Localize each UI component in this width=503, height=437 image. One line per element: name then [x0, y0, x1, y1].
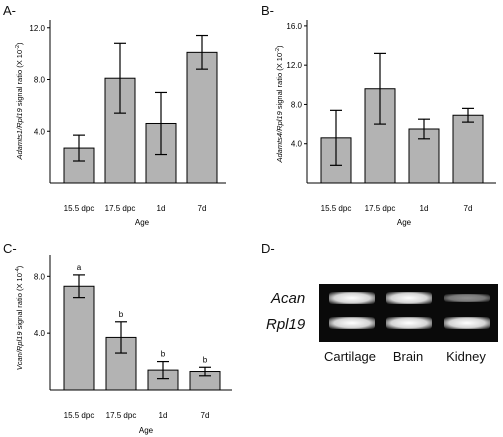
gel-band-acan-kidney — [444, 294, 490, 302]
chart-a-ytick-label: 12.0 — [29, 24, 45, 33]
gel-lane-label-cartilage: Cartilage — [323, 349, 377, 364]
chart-b-ytick-label: 16.0 — [286, 22, 302, 31]
chart-b-category-label: 7d — [464, 204, 473, 213]
gel-band-acan-cartilage — [329, 292, 375, 304]
chart-b-xlabel: Age — [397, 218, 412, 227]
chart-c-bar — [63, 285, 95, 391]
chart-a-ylabel: Adamts1/Rpl19 signal ratio (X 10-2) — [15, 42, 24, 161]
gel-band-rpl19-cartilage — [329, 317, 375, 329]
chart-a-xlabel: Age — [135, 218, 150, 227]
gel-row-label-rpl19: Rpl19 — [266, 316, 306, 333]
panel-label-b: B- — [261, 3, 274, 18]
chart-c-significance-label: b — [203, 355, 208, 364]
chart-b-ylabel: Adamts4/Rpl19 signal ratio (X 10-2) — [275, 45, 284, 164]
chart-a-ytick-label: 8.0 — [34, 76, 46, 85]
gel-band-rpl19-brain — [386, 317, 432, 329]
chart-c-significance-label: b — [119, 310, 124, 319]
chart-c-category-label: 15.5 dpc — [64, 411, 95, 420]
chart-c-ytick-label: 8.0 — [34, 272, 46, 281]
chart-a-category-label: 17.5 dpc — [105, 204, 136, 213]
chart-c-bar — [105, 336, 137, 391]
gel-lane-label-kidney: Kidney — [446, 349, 486, 364]
chart-a-category-label: 15.5 dpc — [64, 204, 95, 213]
panel-label-d: D- — [261, 241, 275, 256]
gel-lane-label-brain: Brain — [392, 349, 424, 364]
panel-label-a: A- — [3, 3, 16, 18]
chart-b-category-label: 17.5 dpc — [365, 204, 396, 213]
chart-b-category-label: 1d — [420, 204, 429, 213]
chart-c-ytick-label: 4.0 — [34, 329, 46, 338]
chart-a-ytick-label: 4.0 — [34, 127, 46, 136]
chart-c-significance-label: a — [77, 263, 82, 272]
chart-a-category-label: 7d — [198, 204, 207, 213]
chart-a-category-label: 1d — [157, 204, 166, 213]
chart-c-ylabel: Vcan/Rpl19 signal ratio (X 10-4) — [15, 265, 24, 370]
gel-band-rpl19-kidney — [444, 317, 490, 329]
chart-c-xlabel: Age — [139, 426, 154, 435]
chart-c-significance-label: b — [161, 350, 166, 359]
chart-c-category-label: 1d — [159, 411, 168, 420]
gel-row-label-acan: Acan — [271, 290, 306, 307]
chart-b-ytick-label: 8.0 — [291, 100, 303, 109]
gel-image — [319, 284, 498, 342]
chart-b-ytick-label: 4.0 — [291, 140, 303, 149]
chart-b-ytick-label: 12.0 — [286, 61, 302, 70]
chart-a-bar — [186, 51, 218, 184]
panel-label-c: C- — [3, 241, 17, 256]
chart-c-category-label: 7d — [201, 411, 210, 420]
chart-c-category-label: 17.5 dpc — [106, 411, 137, 420]
chart-b-category-label: 15.5 dpc — [321, 204, 352, 213]
gel-band-acan-brain — [386, 292, 432, 304]
chart-b-bar — [452, 114, 484, 184]
